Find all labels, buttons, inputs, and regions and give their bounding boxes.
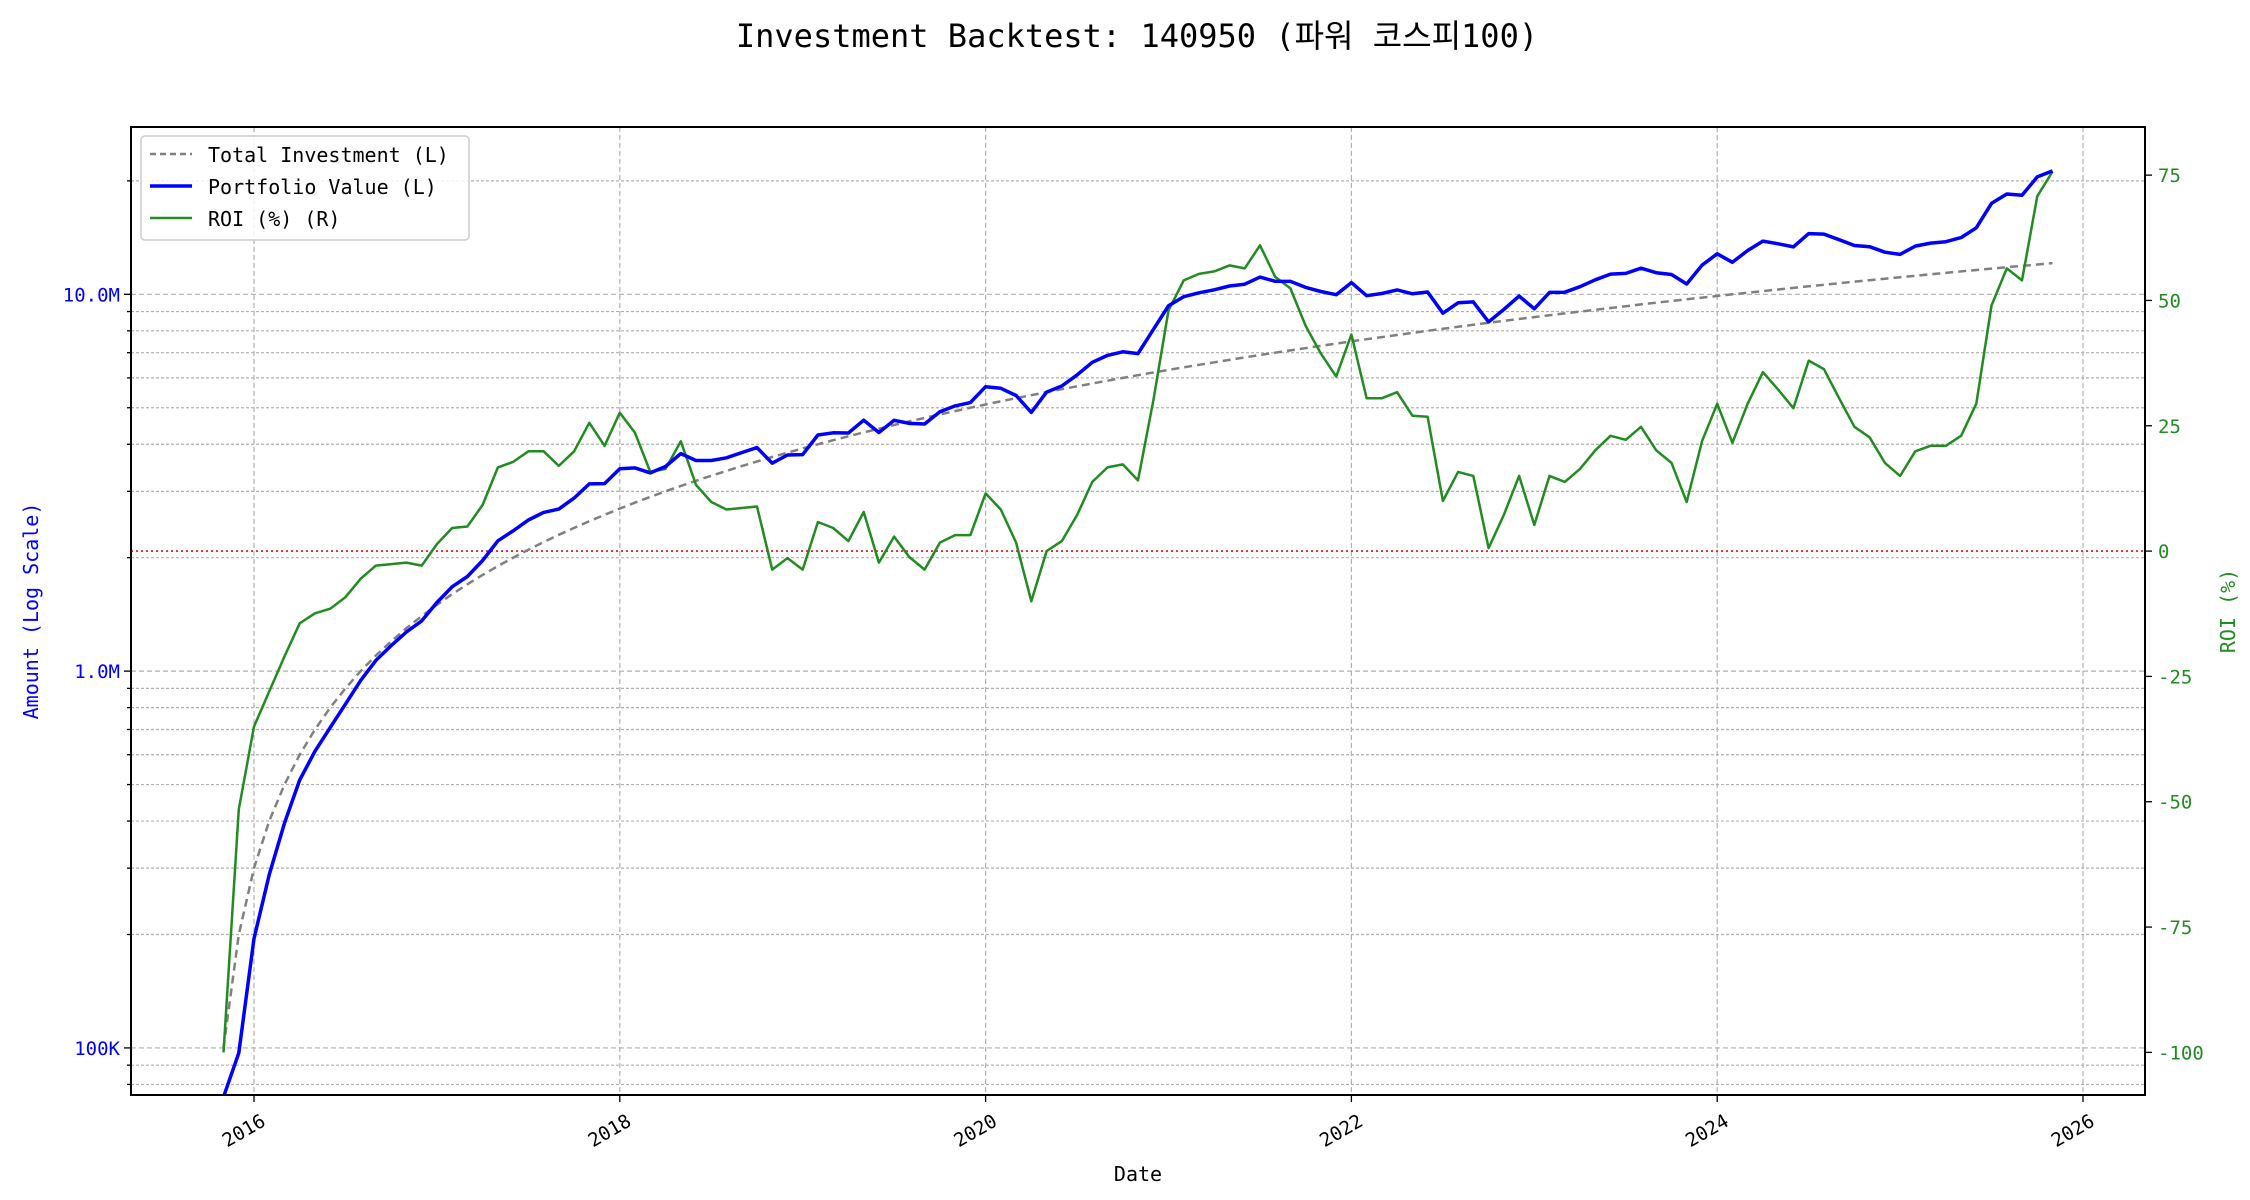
right-tick-label: -75	[2158, 917, 2192, 939]
right-tick-label: 25	[2158, 416, 2181, 438]
chart-title: Investment Backtest: 140950 (파워 코스피100)	[736, 17, 1538, 55]
left-tick-label: 1.0M	[74, 661, 120, 683]
legend: Total Investment (L) Portfolio Value (L)…	[140, 135, 470, 241]
x-axis: 2016 2018 2020 2022 2024 2026	[219, 1095, 2099, 1152]
x-tick-label: 2026	[2048, 1110, 2099, 1152]
total-investment-line	[222, 261, 2053, 1049]
left-axis: 100K 1.0M 10.0M	[63, 180, 131, 1086]
right-tick-label: -25	[2158, 666, 2192, 688]
portfolio-value-line	[222, 169, 2054, 1095]
x-tick-label: 2018	[584, 1110, 635, 1152]
left-tick-label: 10.0M	[63, 284, 120, 306]
x-tick-label: 2024	[1682, 1110, 1733, 1152]
right-tick-label: -100	[2158, 1042, 2204, 1064]
x-tick-label: 2022	[1316, 1110, 1367, 1152]
x-tick-label: 2020	[950, 1110, 1001, 1152]
legend-label: Total Investment (L)	[208, 143, 449, 167]
right-tick-label: -50	[2158, 792, 2192, 814]
grid	[131, 127, 2145, 1095]
right-tick-label: 50	[2158, 290, 2181, 312]
left-tick-label: 100K	[74, 1038, 120, 1060]
left-axis-label: Amount (Log Scale)	[19, 503, 43, 720]
plot-frame	[130, 126, 2146, 1096]
x-tick-label: 2016	[219, 1110, 270, 1152]
legend-label: Portfolio Value (L)	[208, 175, 437, 199]
right-axis: -100 -75 -50 -25 0 25 50 75	[2145, 165, 2204, 1064]
x-axis-label: Date	[1114, 1162, 1162, 1186]
right-axis-label: ROI (%)	[2216, 569, 2240, 653]
roi-line	[222, 170, 2054, 1053]
right-tick-label: 0	[2158, 541, 2169, 563]
legend-label: ROI (%) (R)	[208, 207, 340, 231]
right-tick-label: 75	[2158, 165, 2181, 187]
series-lines	[222, 169, 2054, 1095]
